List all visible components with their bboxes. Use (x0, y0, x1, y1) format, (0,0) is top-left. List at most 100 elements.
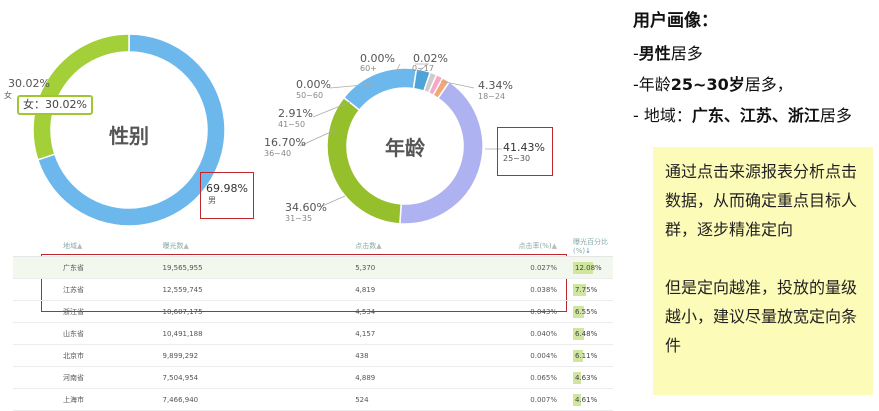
share-bar: 12.08% (573, 261, 613, 274)
age-41-50-pct: 2.91% (278, 107, 313, 120)
share-cell: 12.08% (565, 256, 613, 279)
region-cell: 江苏省 (13, 278, 119, 301)
col-header-region[interactable]: 地域▲ (13, 236, 119, 257)
share-value: 4.63% (575, 373, 598, 382)
age-50-60-name: 50~60 (296, 91, 323, 100)
share-bar-fill (573, 261, 593, 274)
age-60plus-name: 60+ (360, 64, 377, 73)
impressions-cell: 7,466,940 (118, 388, 256, 411)
share-cell: 6.11% (565, 344, 613, 367)
age-18-24-pct: 4.34% (478, 79, 513, 92)
share-bar: 6.55% (573, 305, 613, 318)
summary-age-line: -年龄25~30岁居多， (633, 75, 793, 94)
share-bar-fill (573, 371, 581, 384)
age-31-35-name: 31~35 (285, 214, 312, 223)
share-bar-fill (573, 349, 584, 362)
age-label-0-17: 0.02% 0~17 (412, 52, 448, 73)
advice-note: 通过点击来源报表分析点击数据，从而确定重点目标人群，逐步精准定向 但是定向越准，… (653, 147, 873, 395)
ctr-cell: 0.040% (452, 322, 565, 345)
ctr-cell: 0.007% (452, 388, 565, 411)
table-row[interactable]: 广东省 19,565,955 5,370 0.027% 12.08% (13, 256, 613, 279)
share-bar-fill (573, 305, 584, 318)
ctr-cell: 0.038% (452, 278, 565, 301)
col-header-clicks[interactable]: 点击数▲ (255, 236, 453, 257)
donut-slice-60+[interactable] (427, 73, 444, 97)
table-row[interactable]: 河南省 7,504,954 4,889 0.065% 4.63% (13, 366, 613, 389)
clicks-cell: 4,819 (255, 278, 453, 301)
region-cell: 广东省 (13, 256, 119, 279)
region-cell: 北京市 (13, 344, 119, 367)
share-bar: 6.11% (573, 349, 613, 362)
table-row[interactable]: 浙江省 10,607,175 4,534 0.043% 6.55% (13, 300, 613, 323)
share-cell: 6.48% (565, 322, 613, 345)
share-cell: 4.63% (565, 366, 613, 389)
advice-para-2: 但是定向越准，投放的量级越小，建议尽量放宽定向条件 (665, 278, 858, 355)
share-cell: 4.61% (565, 388, 613, 411)
table-row[interactable]: 山东省 10,491,188 4,157 0.040% 6.48% (13, 322, 613, 345)
ctr-cell: 0.065% (452, 366, 565, 389)
age-36-40-name: 36~40 (264, 149, 291, 158)
advice-para-1: 通过点击来源报表分析点击数据，从而确定重点目标人群，逐步精准定向 (665, 162, 858, 239)
age-label-31-35: 34.60% 31~35 (285, 195, 346, 223)
share-bar-fill (573, 283, 586, 296)
sort-desc-icon: ↓ (585, 247, 591, 255)
share-cell: 7.75% (565, 278, 613, 301)
charts-area: 性别 年龄 30.02% 女 69.98% 男 0.02% 0~17 0.00%… (4, 33, 545, 227)
col-header-share[interactable]: 曝光百分比(%)↓ (565, 236, 613, 257)
donut-slice-3135[interactable] (326, 96, 402, 225)
ctr-cell: 0.043% (452, 300, 565, 323)
male-name-label: 男 (208, 196, 216, 205)
summary-gender-line: -男性居多 (633, 44, 703, 63)
table-row[interactable]: 北京市 9,899,292 438 0.004% 6.11% (13, 344, 613, 367)
donut-slice-[interactable] (36, 33, 226, 227)
female-pct-label: 30.02% (8, 77, 50, 90)
summary-region-line: - 地域：广东、江苏、浙江居多 (633, 106, 852, 125)
impressions-cell: 19,565,955 (118, 256, 256, 279)
female-name-label: 女 (4, 90, 12, 100)
age-0-17-pct: 0.02% (413, 52, 448, 65)
clicks-cell: 4,157 (255, 322, 453, 345)
donut-slice-3640[interactable] (342, 67, 418, 112)
region-table: 地域▲ 曝光数▲ 点击数▲ 点击率(%)▲ 曝光百分比(%)↓ 广东省 19,56… (13, 236, 613, 411)
age-chart-title: 年龄 (385, 136, 426, 160)
share-bar: 7.75% (573, 283, 613, 296)
age-label-60plus: 0.00% 60+ (360, 52, 401, 73)
clicks-cell: 524 (255, 388, 453, 411)
age-0-17-name: 0~17 (412, 64, 434, 73)
ctr-cell: 0.027% (452, 256, 565, 279)
age-18-24-name: 18~24 (478, 92, 505, 101)
age-50-60-pct: 0.00% (296, 78, 331, 91)
age-label-36-40: 16.70% 36~40 (264, 129, 336, 158)
share-value: 12.08% (575, 263, 602, 272)
impressions-cell: 9,899,292 (118, 344, 256, 367)
share-bar: 4.61% (573, 393, 613, 406)
impressions-cell: 10,491,188 (118, 322, 256, 345)
female-tooltip-text: 女：30.02% (23, 98, 87, 111)
col-header-impressions[interactable]: 曝光数▲ (118, 236, 256, 257)
age-41-50-name: 41~50 (278, 120, 305, 129)
share-value: 6.48% (575, 329, 598, 338)
table-row[interactable]: 江苏省 12,559,745 4,819 0.038% 7.75% (13, 278, 613, 301)
share-bar-fill (573, 327, 584, 340)
age-25-30-pct: 41.43% (503, 141, 545, 154)
table-header-row: 地域▲ 曝光数▲ 点击数▲ 点击率(%)▲ 曝光百分比(%)↓ (13, 236, 613, 257)
share-cell: 6.55% (565, 300, 613, 323)
share-bar: 6.48% (573, 327, 613, 340)
clicks-cell: 438 (255, 344, 453, 367)
table-row[interactable]: 上海市 7,466,940 524 0.007% 4.61% (13, 388, 613, 411)
region-cell: 浙江省 (13, 300, 119, 323)
age-25-30-name: 25~30 (503, 154, 530, 163)
male-highlight-box (200, 172, 254, 219)
share-value: 7.75% (575, 285, 598, 294)
col-header-ctr[interactable]: 点击率(%)▲ (452, 236, 565, 257)
share-bar: 4.63% (573, 371, 613, 384)
age-60plus-pct: 0.00% (360, 52, 395, 65)
female-tooltip: 女：30.02% (17, 95, 93, 115)
region-cell: 上海市 (13, 388, 119, 411)
clicks-cell: 5,370 (255, 256, 453, 279)
age-donut-chart[interactable] (326, 67, 484, 225)
impressions-cell: 10,607,175 (118, 300, 256, 323)
age-36-40-pct: 16.70% (264, 136, 306, 149)
male-pct-label: 69.98% (206, 182, 248, 195)
age-label-25-30: 41.43% 25~30 (485, 141, 545, 163)
